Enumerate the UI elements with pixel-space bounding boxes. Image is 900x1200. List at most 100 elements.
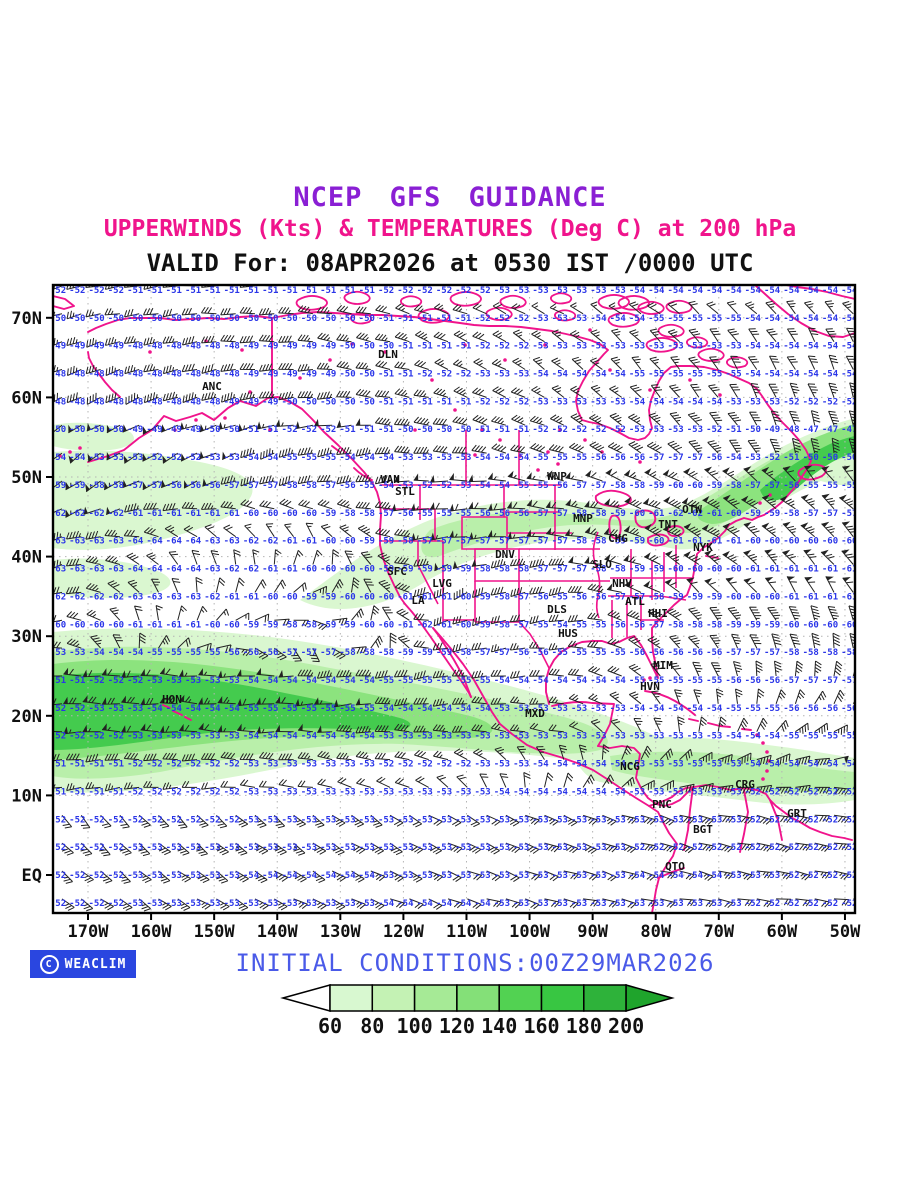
arctic-island [597,294,630,310]
temperature-value: -54 [88,648,105,658]
temperature-value: -53 [610,732,626,742]
temperature-value: -61 [166,620,182,630]
y-tick-label: EQ [22,866,42,886]
temperature-value: -50 [822,453,838,463]
temperature-value: -53 [262,787,278,797]
temperature-value: -53 [166,732,182,742]
station-label: QTO [665,860,685,873]
temperature-value: -51 [108,760,124,770]
temperature-value: -52 [320,425,336,435]
temperature-value: -52 [474,286,490,296]
y-tick-label: 20N [11,707,42,727]
temperature-value: -60 [301,509,317,519]
small-island-dot [498,438,502,442]
temperature-value: -51 [474,425,490,435]
temperature-grid: -52 -52 -52 -52 -51 -51 -51 -51 -51 -51 -51 -51 -51-… [50,286,855,909]
temperature-value: -52 [474,397,490,407]
temperature-value: -52 [552,425,568,435]
valid-time-label: VALID For: 08APR2026 at 0530 IST /0000 U… [146,249,754,277]
temperature-value: -51 [494,425,510,435]
temperature-value: -53 [687,760,703,770]
temperature-value: -53 [571,732,587,742]
temperature-value: -52 [745,815,761,825]
temperature-value: -54 [552,620,569,630]
y-tick-label: 30N [11,627,42,647]
temperature-value: -61 [803,565,819,575]
x-tick-label: 70W [703,922,734,942]
temperature-value: -53 [339,815,355,825]
temperature-value: -51 [417,342,433,352]
temperature-value: -52 [417,481,433,491]
temperature-value: -61 [764,565,780,575]
temperature-value: -53 [417,815,433,825]
arctic-island [645,337,678,353]
isotach-region [53,450,253,550]
temperature-value: -53 [88,704,104,714]
temperature-value: -53 [532,342,548,352]
temperature-value: -53 [146,871,162,881]
small-island-dot [268,428,272,432]
temperature-value: -53 [571,704,587,714]
temperature-value: -58 [301,481,317,491]
temperature-value: -50 [320,314,336,324]
temperature-value: -53 [474,787,490,797]
temperature-value: -52 [88,676,104,686]
temperature-value: -54 [108,648,125,658]
chart-subtitle: UPPERWINDS (Kts) & TEMPERATURES (Deg C) … [103,216,797,242]
temperature-value: -51 [262,286,278,296]
arctic-island [657,323,685,338]
temperature-value: -53 [667,760,683,770]
temperature-value: -63 [69,537,85,547]
temperature-value: -54 [822,342,839,352]
temperature-value: -61 [436,592,452,602]
temperature-value: -58 [822,648,838,658]
temperature-value: -50 [281,314,297,324]
small-island-dot [473,453,477,457]
small-island-dot [148,350,152,354]
temperature-value: -51 [204,286,220,296]
temperature-value: -53 [667,425,683,435]
temperature-value: -53 [339,787,355,797]
temperature-value: -53 [204,676,220,686]
temperature-value: -58 [513,565,529,575]
temperature-value: -57 [629,592,645,602]
temperature-value: -57 [532,565,548,575]
temperature-value: -52 [803,899,819,909]
temperature-value: -53 [532,286,548,296]
temperature-value: -57 [725,648,741,658]
temperature-value: -57 [745,481,761,491]
temperature-value: -54 [494,481,511,491]
temperature-value: -54 [339,676,356,686]
temperature-value: -50 [88,314,104,324]
temperature-value: -58 [494,620,510,630]
temperature-value: -55 [301,704,317,714]
temperature-value: -53 [590,286,606,296]
temperature-value: -54 [320,676,337,686]
temperature-value: -47 [822,425,838,435]
temperature-value: -61 [127,509,143,519]
temperature-value: -52 [127,815,143,825]
temperature-value: -54 [301,732,318,742]
temperature-value: -53 [243,815,259,825]
temperature-value: -56 [783,704,799,714]
temperature-value: -52 [146,815,162,825]
temperature-value: -58 [590,537,606,547]
temperature-value: -54 [667,704,684,714]
temperature-value: -53 [610,342,626,352]
colorbar-label: 80 [360,1014,384,1038]
temperature-value: -54 [378,481,395,491]
temperature-value: -54 [281,676,298,686]
temperature-value: -59 [69,481,85,491]
temperature-value: -54 [648,871,665,881]
temperature-value: -56 [262,648,278,658]
temperature-value: -53 [610,286,626,296]
temperature-value: -54 [783,314,800,324]
temperature-value: -53 [417,843,433,853]
temperature-value: -54 [262,871,279,881]
temperature-value: -58 [590,565,606,575]
temperature-value: -61 [146,620,162,630]
temperature-value: -56 [243,648,259,658]
temperature-value: -55 [571,453,587,463]
temperature-value: -52 [50,843,66,853]
temperature-value: -52 [764,787,780,797]
